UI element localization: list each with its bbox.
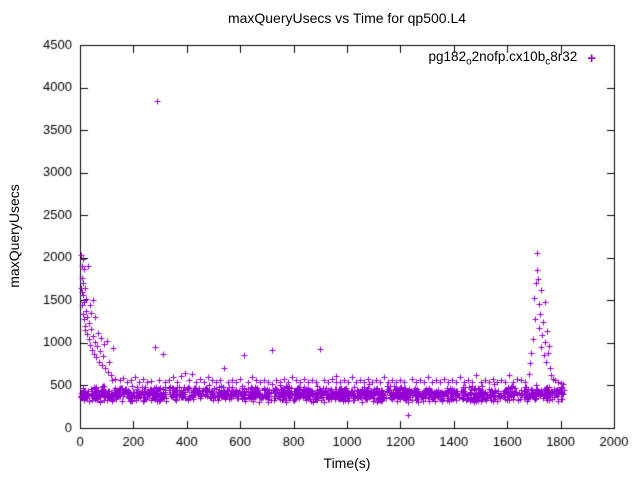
x-axis-label: Time(s) <box>323 455 371 471</box>
legend-point-marker-icon: + <box>587 49 596 67</box>
legend: pg182o2nofp.cx10bc8r32 + <box>429 49 596 68</box>
legend-series-label: pg182o2nofp.cx10bc8r32 <box>428 49 578 68</box>
